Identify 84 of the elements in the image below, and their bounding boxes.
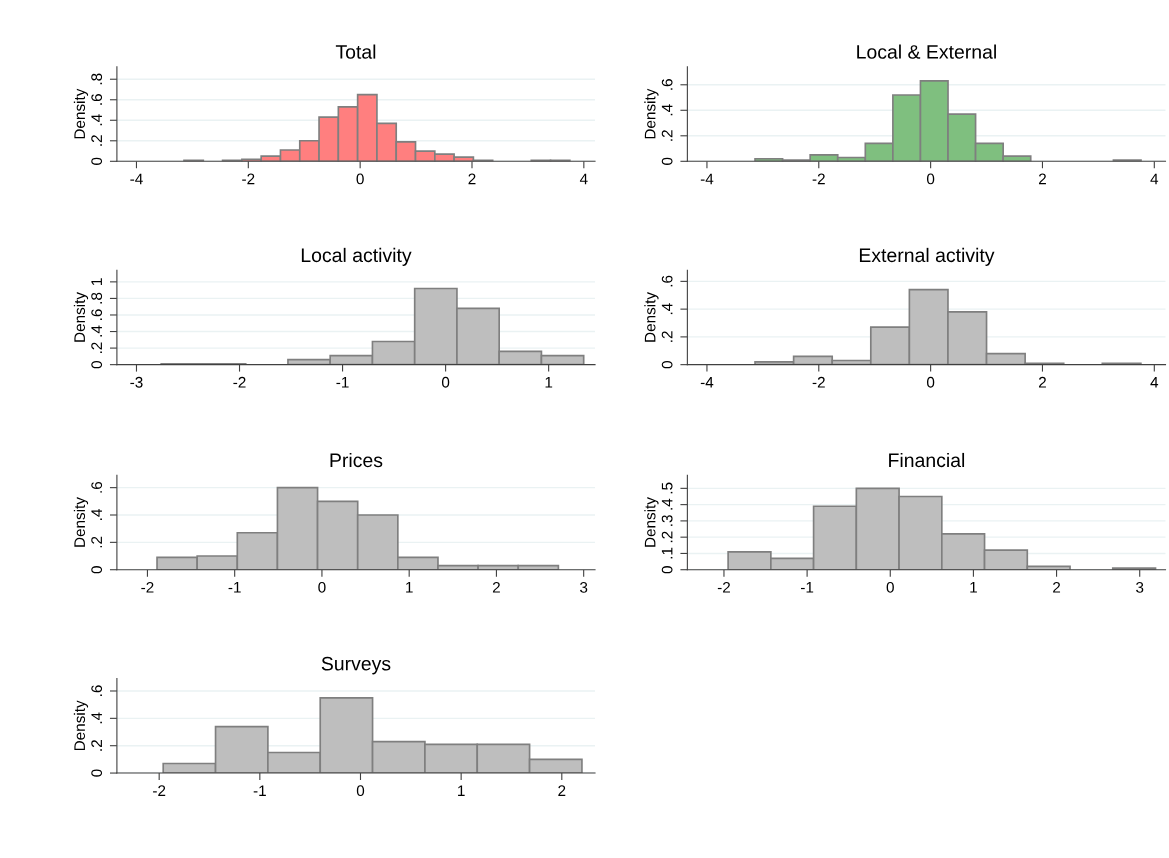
chart-title: Prices [330,452,383,468]
x-tick-label: -1 [228,582,241,593]
chart-title: Local activity [301,247,412,266]
y-tick-label: .2 [661,130,673,141]
x-tick-label: 0 [356,785,365,797]
y-tick-label: 1 [91,278,102,285]
y-tick-label: .4 [91,114,102,126]
y-tick-label: .4 [91,712,102,724]
x-tick-label: -2 [812,173,825,185]
y-tick-label: .4 [91,325,102,337]
x-tick-label: -4 [700,173,714,185]
x-tick-label: 4 [1150,377,1159,388]
y-axis-title: Density [644,497,659,547]
x-tick-label: -3 [130,376,143,388]
y-tick-label: .2 [661,531,673,543]
x-tick-label: 2 [1038,173,1046,185]
x-tick-label: -2 [233,376,246,388]
y-tick-label: .6 [91,94,103,105]
chart-title: Surveys [321,656,391,675]
x-tick-label: -2 [812,376,825,388]
y-tick-label: .3 [661,515,673,526]
chart-title: Local & External [857,44,996,59]
y-axis-title: Density [73,700,89,751]
y-tick-label: .2 [91,342,102,354]
chart-title: External activity [859,247,995,266]
x-tick-label: -2 [153,785,166,796]
y-axis-title: Density [73,497,89,547]
y-tick-label: .6 [661,275,673,287]
x-tick-label: 2 [492,581,500,593]
y-axis-title: Density [73,292,89,342]
x-tick-label: -2 [141,581,154,593]
y-tick-label: .4 [661,104,673,116]
x-tick-label: 2 [558,785,566,796]
y-tick-label: .4 [91,509,102,520]
y-tick-label: .8 [91,73,103,85]
chart-title: Total [335,44,376,59]
x-tick-label: -1 [336,377,349,388]
y-axis-title: Density [644,292,659,342]
y-tick-label: .2 [661,331,673,342]
x-tick-label: 0 [926,376,935,388]
x-tick-label: -4 [700,377,714,388]
y-tick-label: .8 [91,292,103,304]
x-tick-label: -1 [801,582,814,593]
y-tick-label: .4 [661,498,673,510]
x-tick-label: 1 [406,582,413,593]
x-tick-label: -4 [130,173,143,185]
x-tick-label: 2 [468,173,476,185]
y-tick-label: .2 [91,740,102,751]
y-tick-label: .6 [91,685,103,696]
y-tick-label: .4 [661,303,673,315]
chart-title: Financial [889,452,965,468]
x-tick-label: 1 [458,785,465,796]
x-tick-label: 0 [926,173,935,185]
x-tick-label: -2 [242,173,255,185]
x-tick-label: 0 [318,581,326,593]
x-tick-label: 3 [580,581,588,593]
y-tick-label: .6 [91,481,103,493]
x-tick-label: 2 [1038,376,1046,388]
y-tick-label: .1 [661,547,673,559]
x-tick-label: -1 [253,785,266,796]
y-axis-title: Density [73,88,89,139]
x-tick-label: 0 [441,376,450,388]
x-tick-label: 1 [545,377,553,388]
x-tick-label: -2 [717,581,730,593]
y-tick-label: 0 [91,361,103,369]
y-tick-label: .5 [661,482,673,494]
y-tick-label: 0 [91,769,103,777]
y-tick-label: 0 [91,157,103,165]
x-tick-label: 3 [1136,581,1144,593]
y-tick-label: 0 [661,361,673,369]
x-tick-label: 1 [970,582,977,593]
y-axis-title: Density [644,88,659,139]
y-tick-label: .2 [91,135,102,146]
x-tick-label: 0 [356,173,364,185]
x-tick-label: 4 [579,173,588,185]
y-tick-label: 0 [661,157,673,165]
x-tick-label: 0 [886,581,894,593]
x-tick-label: 4 [1150,173,1159,185]
y-tick-label: .2 [91,536,102,548]
y-tick-label: .6 [91,309,103,320]
y-tick-label: .6 [661,79,673,90]
y-tick-label: 0 [91,566,103,574]
y-tick-label: 0 [661,566,673,574]
x-tick-label: 2 [1053,581,1061,593]
